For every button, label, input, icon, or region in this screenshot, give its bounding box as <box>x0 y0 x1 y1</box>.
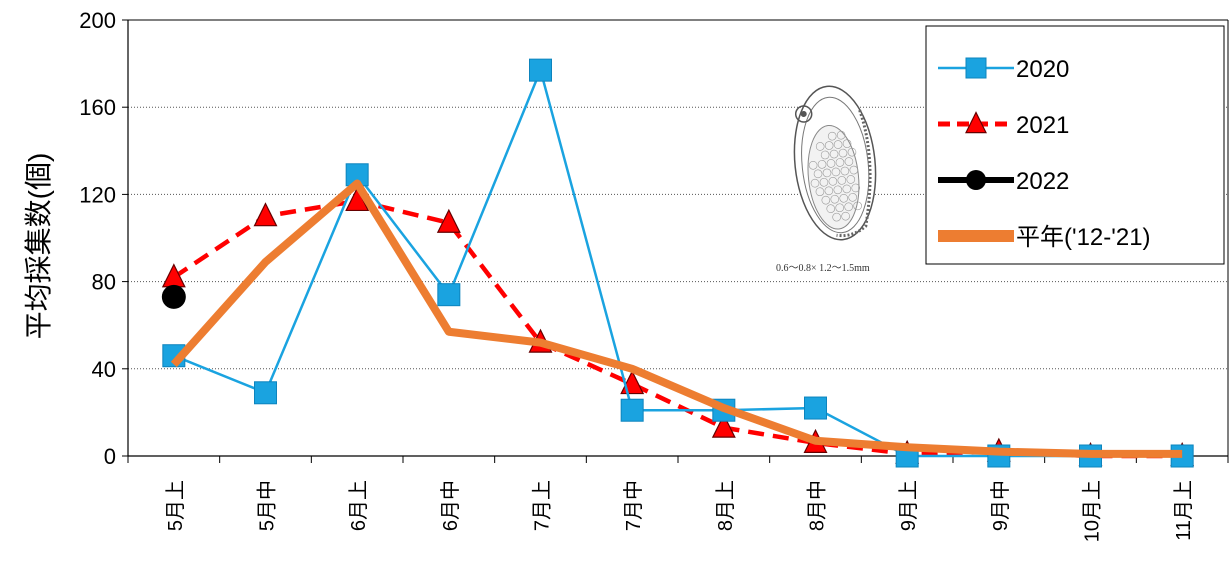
y-tick-label: 0 <box>104 444 116 469</box>
x-tick-label: 11月上 <box>1172 480 1195 541</box>
egg-cell <box>842 184 852 194</box>
data-point-circle <box>161 284 186 309</box>
series-2022 <box>161 284 186 309</box>
egg-cell <box>829 149 839 159</box>
egg-cell <box>815 142 825 151</box>
legend-label: 2020 <box>1016 56 1069 83</box>
egg-cell <box>824 141 834 150</box>
legend-label: 平年('12-'21) <box>1016 224 1151 251</box>
data-point-triangle <box>161 263 186 288</box>
egg-cell <box>819 177 829 187</box>
y-axis-label: 平均採集数(個) <box>23 153 54 340</box>
egg-cell <box>841 211 850 221</box>
x-tick-label: 10月上 <box>1081 480 1104 542</box>
legend: 2020 2021 2022 平年('12-'21) <box>925 25 1225 265</box>
data-point-square <box>254 381 277 405</box>
data-point-circle <box>966 170 986 190</box>
egg-cell <box>837 176 847 185</box>
x-axis-ticks: 5月上 5月中 6月上 6月中 7月上 7月中 8月上 8月中 9月上 9月中 10月上 11月上 <box>164 480 1195 542</box>
data-point-square <box>437 283 461 307</box>
egg-cell <box>848 193 857 202</box>
x-tick-label: 9月中 <box>989 480 1012 531</box>
egg-cell <box>835 158 845 167</box>
egg-cell <box>826 159 836 168</box>
x-tick-label: 7月中 <box>622 480 645 531</box>
data-point-square <box>965 57 987 79</box>
data-point-triangle <box>253 202 278 227</box>
data-point-square <box>804 396 827 420</box>
x-tick-label: 6月中 <box>439 480 462 531</box>
egg-cell <box>851 183 861 193</box>
y-tick-label: 40 <box>92 357 116 382</box>
egg-cell <box>827 131 837 141</box>
egg-cell <box>810 178 820 188</box>
x-tick-label: 5月中 <box>256 480 279 531</box>
egg-cell <box>817 160 827 169</box>
egg-cell <box>808 160 818 170</box>
egg-cell <box>828 177 838 186</box>
egg-cell <box>832 212 841 222</box>
data-point-square <box>620 398 644 422</box>
y-tick-label: 200 <box>79 8 116 33</box>
egg-cell <box>853 201 862 211</box>
egg-cell <box>833 140 843 149</box>
egg-cell <box>815 187 825 197</box>
series-平年('12-'21) <box>170 179 1183 458</box>
series-line <box>172 198 1183 459</box>
series-line <box>170 179 1183 458</box>
y-tick-label: 80 <box>92 270 116 295</box>
data-point-triangle <box>965 111 987 134</box>
egg-cell <box>839 193 849 203</box>
egg-cell <box>833 185 843 195</box>
x-tick-label: 8月中 <box>806 480 829 531</box>
egg-cell <box>836 130 846 140</box>
egg-cell <box>820 150 830 160</box>
egg-cell <box>838 148 848 158</box>
egg-illustration-icon <box>793 85 877 241</box>
egg-cell <box>842 139 852 148</box>
x-tick-label: 6月上 <box>347 480 370 531</box>
data-point-triangle <box>711 413 736 438</box>
egg-illustration: 0.6～0.8× 1.2～1.5mm <box>776 85 877 274</box>
egg-cell <box>840 166 850 176</box>
egg-cell <box>821 195 831 205</box>
egg-cell <box>847 147 857 157</box>
egg-cell <box>824 186 834 196</box>
egg-cell <box>826 204 836 213</box>
egg-cell <box>831 167 841 177</box>
egg-size-caption: 0.6～0.8× 1.2～1.5mm <box>776 263 870 274</box>
x-tick-label: 8月上 <box>714 480 737 531</box>
legend-label: 2021 <box>1016 112 1069 139</box>
egg-cell <box>844 157 854 166</box>
egg-cell <box>846 175 856 184</box>
egg-cell <box>844 202 853 212</box>
plot-area <box>161 58 1195 468</box>
legend-label: 2022 <box>1016 168 1069 195</box>
egg-cell <box>830 194 840 204</box>
egg-cell <box>835 203 845 213</box>
data-point-square <box>529 58 552 82</box>
data-point-triangle <box>436 208 461 233</box>
egg-cell <box>849 165 859 175</box>
egg-cell <box>813 169 823 179</box>
y-tick-label: 120 <box>79 182 116 207</box>
x-tick-label: 9月上 <box>897 480 920 531</box>
y-axis-ticks: 0 40 80 120 160 200 <box>79 8 116 469</box>
egg-cell <box>822 168 832 178</box>
x-tick-label: 7月上 <box>531 480 554 531</box>
y-tick-label: 160 <box>79 95 116 120</box>
x-tick-label: 5月上 <box>164 480 187 531</box>
